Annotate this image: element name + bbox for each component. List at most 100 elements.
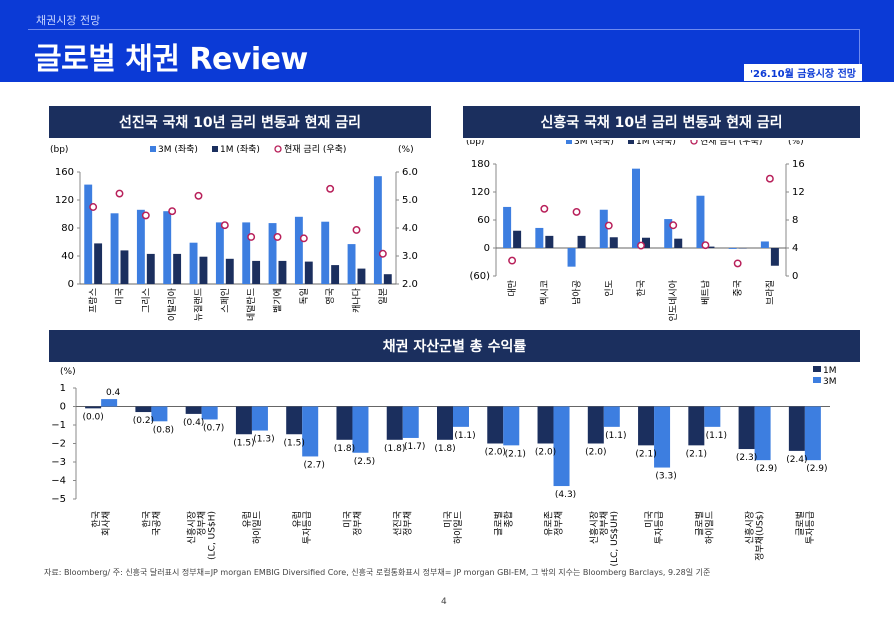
c3-category-label-line: 회사채 — [101, 511, 112, 536]
c3-bar-3m — [553, 406, 570, 487]
c1-category-label: 영국 — [325, 288, 336, 305]
c1-bar-1m — [173, 253, 182, 284]
c1-category-label: 캐나다 — [352, 287, 363, 313]
c2-rate-point — [733, 259, 742, 268]
c3-category-label-line: 한국 — [141, 511, 152, 528]
c3-bar-1m — [587, 406, 604, 444]
c1-category-label: 그리스 — [141, 288, 152, 313]
c2-y2tick: 4 — [792, 243, 798, 254]
c3-bar-1m — [537, 406, 554, 444]
c3-category-label-line: 선진국 — [393, 511, 404, 536]
c2-rate-point — [508, 256, 517, 265]
c1-bar-1m — [331, 265, 340, 284]
c3-legend-3m-swatch — [813, 377, 821, 383]
c3-category-label: 신흥시장정부채(LC, US$H) — [186, 511, 218, 560]
c3-bar-1m — [437, 406, 453, 440]
c3-data-label-3m: (2.7) — [304, 460, 325, 470]
c3-data-label-1m: (1.8) — [434, 444, 455, 454]
c3-data-label-3m: (0.7) — [203, 423, 224, 433]
chart-advanced-bonds: (bp) (%) 3M (좌축) 1M (좌축) 현재 금리 (우축) 0 40 80 120 1… — [50, 144, 418, 321]
c3-data-label-1m: (1.8) — [334, 444, 355, 454]
c3-data-label-3m: (3.3) — [655, 472, 676, 482]
c3-data-label-1m: (2.1) — [686, 449, 707, 459]
c2-bar-3m — [567, 248, 576, 267]
c2-bar-1m — [770, 248, 779, 266]
header-divider — [28, 29, 860, 30]
c3-category-label-line: 국공채 — [151, 511, 162, 536]
c1-category-label: 미국 — [115, 288, 126, 305]
c3-category-label-line: 하이일드 — [453, 511, 464, 544]
c3-data-label-3m: 0.4 — [106, 388, 121, 398]
c2-ytick: 60 — [477, 215, 490, 226]
c3-category-label-line: 미국 — [443, 511, 454, 528]
c2-y2tick: 12 — [792, 187, 805, 198]
source-note: 자료: Bloomberg/ 주: 신흥국 달러표시 정부채=JP morgan… — [44, 568, 711, 577]
c3-category-label: 미국투자등급 — [644, 511, 665, 544]
c3-category-label: 한국국공채 — [141, 511, 162, 536]
c2-category-label: 대만 — [507, 280, 518, 297]
c3-category-label-line: 투자등급 — [654, 511, 665, 544]
c1-bar-1m — [278, 260, 287, 284]
c3-bar-1m — [185, 406, 202, 414]
c3-category-label: 글로벌투자등급 — [795, 511, 816, 544]
c1-legend-3m-swatch — [150, 146, 156, 152]
c1-ytick: 40 — [61, 251, 74, 262]
c3-category-label: 유로존정부채 — [544, 511, 565, 536]
c3-category-label: 선진국정부채 — [393, 511, 414, 536]
c2-rate-point — [669, 221, 678, 230]
c3-data-label-1m: (1.5) — [233, 438, 254, 448]
c3-category-label-line: 신흥시장 — [186, 511, 198, 544]
c1-bar-3m — [373, 176, 382, 284]
c1-legend-3m-label: 3M (좌축) — [158, 144, 198, 155]
c3-data-label-3m: (1.1) — [454, 431, 475, 441]
c1-y2tick: 5.0 — [402, 195, 418, 206]
c3-category-label-line: 신흥시장 — [744, 511, 756, 544]
c2-bar-3m — [632, 168, 640, 248]
c1-category-label: 벨기에 — [273, 288, 284, 313]
c3-data-label-1m: (2.0) — [485, 448, 506, 458]
c3-category-label-line: 정부채 — [554, 511, 565, 536]
c3-category-label: 글로벌종합 — [493, 511, 514, 536]
c1-bar-1m — [146, 253, 155, 284]
c3-category-label: 미국정부채 — [342, 511, 363, 536]
c1-rate-point — [299, 234, 308, 243]
c3-data-label-1m: (0.2) — [133, 416, 154, 426]
c1-category-label: 네덜란드 — [245, 288, 257, 321]
c3-bar-1m — [688, 406, 705, 446]
c3-data-label-3m: (0.8) — [153, 425, 174, 435]
c2-bar-3m — [664, 219, 673, 248]
c1-rate-point — [326, 184, 335, 193]
chart1-title: 선진국 국채 10년 금리 변동과 현재 금리 — [49, 106, 431, 138]
c3-category-label-line: 종합 — [503, 511, 514, 528]
c1-y2tick: 3.0 — [402, 251, 418, 262]
c3-category-label-line: 정부채 — [403, 511, 414, 536]
c3-category-label-line: 유럽 — [292, 511, 303, 528]
c3-category-label-line: 유럽 — [242, 511, 253, 528]
c3-data-label-3m: (1.3) — [253, 435, 274, 445]
c2-left-unit: (bp) — [466, 140, 484, 147]
c1-y2tick: 4.0 — [402, 223, 418, 234]
c3-data-label-1m: (2.0) — [585, 448, 606, 458]
c3-category-label-line: 유로존 — [544, 511, 555, 536]
c1-bar-3m — [163, 211, 172, 284]
c3-category-label-line: 하이일드 — [704, 511, 715, 544]
c1-bar-1m — [120, 250, 129, 284]
c2-bar-1m — [577, 235, 586, 248]
c3-ytick: −5 — [51, 494, 66, 505]
c1-category-label: 이탈리아 — [167, 287, 178, 321]
c1-rate-point — [115, 189, 124, 198]
c2-category-label: 멕시코 — [539, 280, 550, 305]
c1-category-label: 뉴질랜드 — [193, 288, 205, 321]
c1-ytick: 0 — [68, 279, 74, 290]
c3-data-label-1m: (2.4) — [786, 455, 807, 465]
c3-category-label-line: 미국 — [644, 511, 655, 528]
c2-rate-point — [540, 204, 549, 213]
c3-category-label-line: 한국 — [91, 511, 102, 528]
c3-category-label: 신흥시장정부채(US$) — [744, 511, 766, 561]
c3-data-label-1m: (0.0) — [82, 412, 103, 422]
c2-rate-point — [765, 174, 774, 183]
c1-bar-3m — [242, 222, 251, 284]
c1-category-label: 스페인 — [220, 288, 231, 313]
c1-rate-point — [220, 221, 229, 230]
c2-ytick: 120 — [471, 187, 490, 198]
